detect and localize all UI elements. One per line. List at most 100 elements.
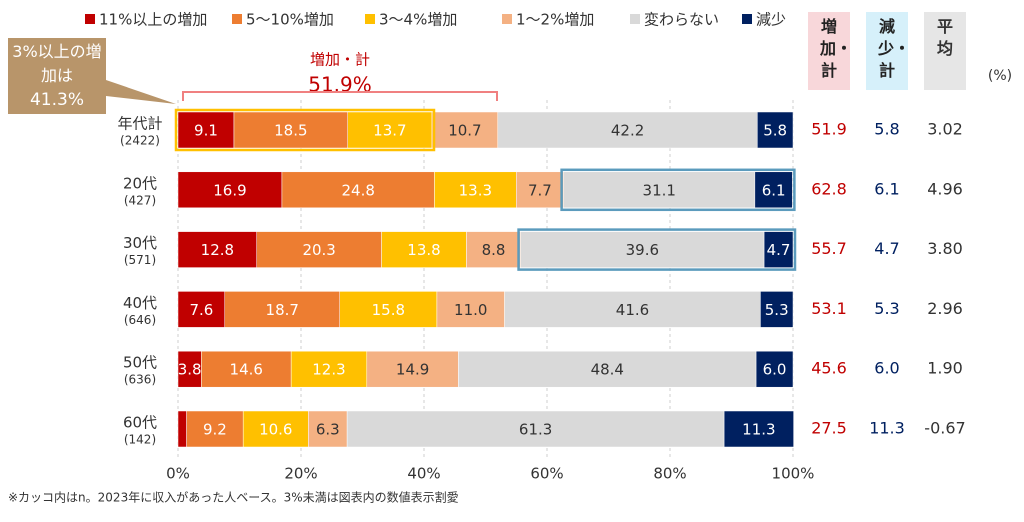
sample-size: (646) (124, 313, 156, 327)
table-header: 減少・計 (866, 12, 911, 90)
bar-segment (458, 350, 757, 388)
value-label: 11.3 (742, 421, 775, 439)
value-label: 6.3 (316, 421, 340, 439)
bar-segment (177, 111, 235, 149)
table-value: 2.96 (927, 299, 963, 318)
callout-text: 3%以上の増加は (12, 42, 102, 85)
legend-label: 減少 (756, 11, 786, 29)
value-label: 8.8 (482, 241, 506, 259)
value-label: 12.3 (312, 361, 345, 379)
table-header-text: 減少・計 (878, 17, 911, 80)
value-label: 18.5 (274, 122, 307, 140)
bar-segment (760, 291, 794, 328)
category-label: 50代 (123, 354, 157, 372)
value-label: 9.2 (203, 421, 227, 439)
table-value: 11.3 (869, 419, 905, 438)
bar-segment (755, 350, 794, 388)
table-value: 6.0 (874, 359, 899, 378)
bar-segment (256, 231, 382, 268)
bar-segment (763, 231, 794, 268)
table-value: 6.1 (874, 179, 899, 198)
legend-swatch (85, 14, 95, 24)
bar-segment (186, 410, 244, 448)
x-tick-label: 60% (530, 465, 563, 483)
value-label: 4.7 (767, 241, 791, 259)
sample-size: (142) (124, 433, 156, 447)
value-label: 3.8 (178, 361, 202, 379)
value-label: 5.3 (765, 301, 789, 319)
bar-segment (177, 291, 225, 328)
sample-size: (2422) (120, 134, 160, 148)
bracket (182, 91, 498, 101)
category-label: 20代 (123, 174, 157, 192)
callout-text-box: 3%以上の増加は (12, 42, 102, 85)
table-header: 増加・計 (808, 12, 853, 90)
value-label: 24.8 (341, 181, 374, 199)
value-label: 7.7 (528, 181, 552, 199)
bar-segment (201, 350, 292, 388)
bar-segment (346, 410, 725, 448)
bar-segment (177, 231, 257, 268)
value-label: 18.7 (266, 301, 299, 319)
value-label: 42.2 (611, 122, 644, 140)
value-label: 6.0 (763, 361, 787, 379)
bar-segment (177, 171, 283, 209)
bar-segment (723, 410, 794, 448)
bar-segment (436, 291, 505, 328)
value-label: 9.1 (194, 122, 218, 140)
table-value: 4.96 (927, 179, 963, 198)
value-label: 12.8 (201, 241, 234, 259)
value-label: 15.8 (372, 301, 405, 319)
bar-segment (308, 410, 348, 448)
value-label: 10.6 (259, 421, 292, 439)
category-label: 30代 (123, 234, 157, 252)
x-tick-label: 20% (284, 465, 317, 483)
table-value: 3.80 (927, 239, 963, 258)
category-label: 60代 (123, 414, 157, 432)
sample-size: (636) (124, 373, 156, 387)
table-header-text: 平均 (936, 17, 953, 58)
bar-segment (290, 350, 368, 388)
legend-swatch (232, 14, 242, 24)
value-label: 20.3 (302, 241, 335, 259)
x-tick-label: 100% (772, 465, 815, 483)
highlight-box (560, 168, 796, 212)
legend-label: 5～10%増加 (246, 11, 334, 29)
table-value: 5.3 (874, 299, 899, 318)
category-label: 年代計 (117, 115, 162, 133)
value-label: 48.4 (591, 361, 624, 379)
table-value: 5.8 (874, 120, 899, 139)
legend-label: 11%以上の増加 (99, 11, 207, 29)
value-label: 7.6 (189, 301, 213, 319)
footnote: ※カッコ内はn。2023年に収入があった人ベース。3%未満は図表内の数値表示割愛 (8, 490, 459, 505)
legend-swatch (630, 14, 640, 24)
bar-segment (757, 111, 794, 149)
legend-swatch (502, 14, 512, 24)
legend-swatch (365, 14, 375, 24)
value-label: 11.0 (454, 301, 487, 319)
legend-label: 3～4%増加 (379, 11, 457, 29)
bar-segment (504, 291, 761, 328)
value-label: 13.8 (407, 241, 440, 259)
unit-label: (%) (988, 68, 1012, 84)
legend-label: 変わらない (644, 11, 719, 29)
value-label: 14.6 (230, 361, 263, 379)
x-tick-label: 80% (653, 465, 686, 483)
category-label: 40代 (123, 294, 157, 312)
callout-value: 41.3% (30, 90, 84, 110)
table-header-text: 増加・計 (820, 17, 853, 80)
x-tick-label: 40% (407, 465, 440, 483)
bar-segment (563, 171, 756, 209)
bar-segment (516, 171, 564, 209)
value-label: 10.7 (448, 122, 481, 140)
legend-swatch (742, 14, 752, 24)
table-value: 3.02 (927, 120, 963, 139)
bar-segment (381, 231, 467, 268)
table-value: 55.7 (811, 239, 847, 258)
bar-segment (520, 231, 765, 268)
legend-label: 1～2%増加 (516, 11, 594, 29)
sample-size: (427) (124, 193, 156, 207)
table-value: -0.67 (924, 419, 965, 438)
bar-segment (177, 410, 187, 448)
